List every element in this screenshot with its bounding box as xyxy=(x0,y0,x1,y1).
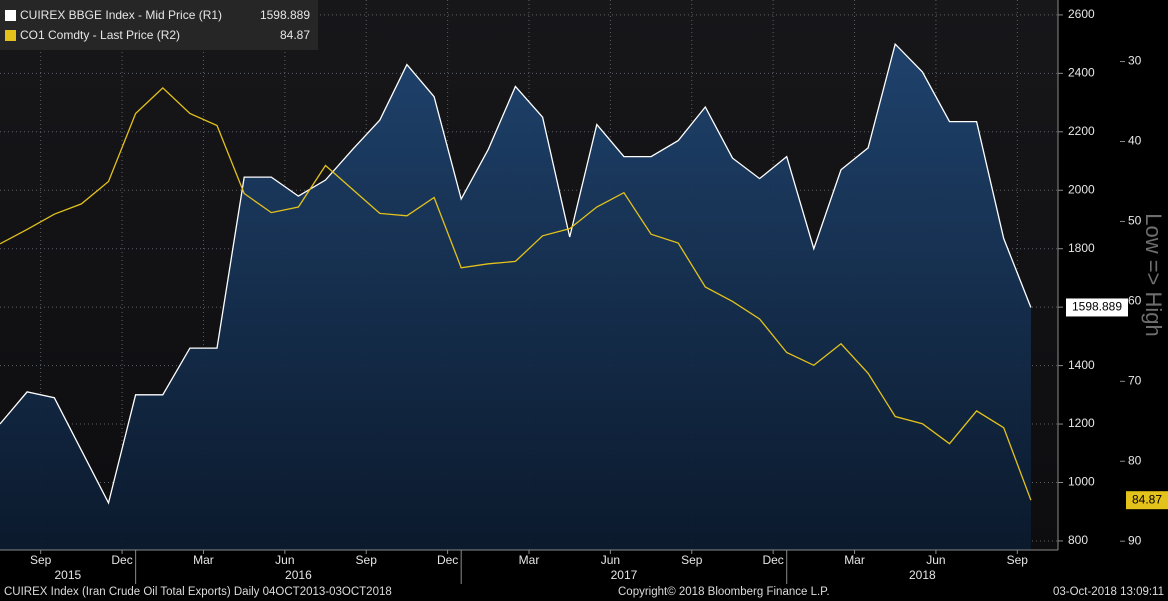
y2-tick-label: 30 xyxy=(1128,54,1142,68)
x-tick-label: Dec xyxy=(111,553,132,567)
x-tick-label: Sep xyxy=(30,553,52,567)
x-tick-label: Jun xyxy=(601,553,620,567)
y2-tick-label: 40 xyxy=(1128,134,1142,148)
footer-center: Copyright© 2018 Bloomberg Finance L.P. xyxy=(618,586,830,598)
x-tick-label: Dec xyxy=(437,553,458,567)
last-value-label: 84.87 xyxy=(1132,492,1162,506)
x-tick-label: Dec xyxy=(762,553,783,567)
last-value-box xyxy=(1126,491,1168,510)
y2-tick-label: 70 xyxy=(1128,373,1142,387)
y-tick-label: 2200 xyxy=(1068,124,1095,138)
year-label: 2018 xyxy=(909,568,936,582)
x-tick-label: Mar xyxy=(519,553,540,567)
x-tick-label: Mar xyxy=(844,553,865,567)
marks xyxy=(0,42,1032,550)
y2-tick-label: 50 xyxy=(1128,214,1142,228)
legend-label: CO1 Comdty - Last Price (R2) xyxy=(20,28,180,42)
y-tick-label: 1000 xyxy=(1068,475,1095,489)
year-label: 2016 xyxy=(285,568,312,582)
x-tick-label: Jun xyxy=(926,553,945,567)
x-tick-label: Sep xyxy=(356,553,378,567)
y-tick-label: 2600 xyxy=(1068,7,1095,21)
y-tick-label: 1200 xyxy=(1068,416,1095,430)
y2-tick-label: 80 xyxy=(1128,453,1142,467)
y-tick-label: 1400 xyxy=(1068,358,1095,372)
legend-label: CUIREX BBGE Index - Mid Price (R1) xyxy=(20,8,222,22)
y2-tick-label: 60 xyxy=(1128,294,1142,308)
area-line xyxy=(0,42,1032,505)
year-label: 2017 xyxy=(611,568,638,582)
area xyxy=(0,44,1031,550)
legend-value: 1598.889 xyxy=(260,8,310,22)
legend-background xyxy=(0,0,318,50)
legend-value: 84.87 xyxy=(280,28,310,42)
line xyxy=(0,87,1032,501)
y-tick-label: 800 xyxy=(1068,533,1088,547)
y2-tick-label: 90 xyxy=(1128,533,1142,547)
legend: CUIREX BBGE Index - Mid Price (R1) 1598.… xyxy=(0,0,318,50)
last-value-box xyxy=(1066,298,1128,317)
footer-left: CUIREX Index (Iran Crude Oil Total Expor… xyxy=(4,586,392,598)
y-tick-label: 2000 xyxy=(1068,182,1095,196)
last-value-label: 1598.889 xyxy=(1072,300,1122,314)
y-tick-label: 1800 xyxy=(1068,241,1095,255)
x-tick-label: Mar xyxy=(193,553,214,567)
y2-axis-label: Low => High xyxy=(1141,213,1166,337)
x-tick-label: Jun xyxy=(275,553,294,567)
y-tick-label: 2400 xyxy=(1068,66,1095,80)
x-tick-label: Sep xyxy=(1007,553,1029,567)
legend-swatch xyxy=(5,10,16,21)
axes: 8001000120014001600180020002200240026003… xyxy=(30,7,1168,584)
footer-right: 03-Oct-2018 13:09:11 xyxy=(1053,586,1164,598)
year-label: 2015 xyxy=(54,568,81,582)
legend-swatch xyxy=(5,30,16,41)
x-tick-label: Sep xyxy=(681,553,703,567)
